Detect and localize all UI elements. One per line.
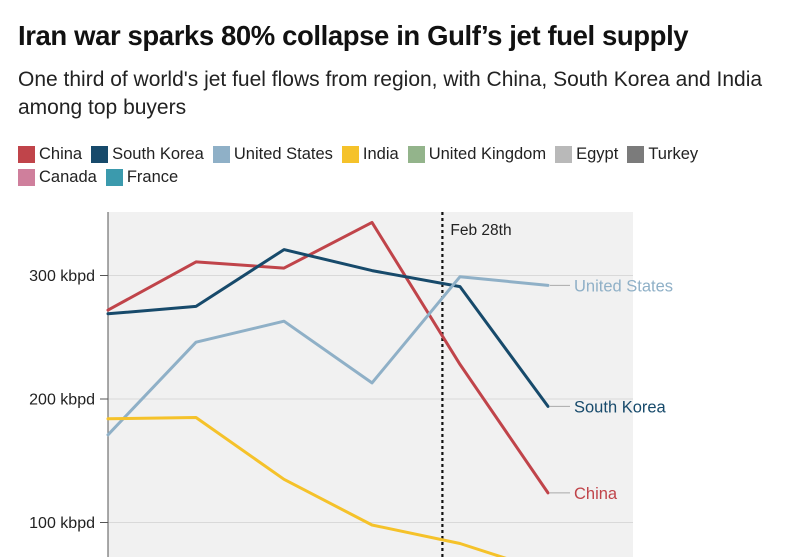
data-point (283, 320, 286, 323)
data-point (195, 260, 198, 263)
data-point (195, 341, 198, 344)
data-point (459, 275, 462, 278)
legend-item-india: India (341, 144, 399, 164)
legend-swatch (407, 145, 425, 163)
data-point (107, 433, 110, 436)
data-point (459, 363, 462, 366)
legend-item-china: China (18, 144, 82, 164)
legend-item-canada: Canada (18, 167, 97, 187)
data-point (107, 309, 110, 312)
legend-swatch (555, 145, 573, 163)
legend-label: India (362, 145, 399, 163)
data-point (371, 524, 374, 527)
chart-subtitle: One third of world's jet fuel flows from… (18, 68, 763, 119)
plot-area (108, 212, 633, 557)
legend-swatch (18, 145, 35, 163)
legend-label: France (126, 168, 179, 186)
series-line-south-korea (106, 248, 550, 408)
legend-swatch (105, 168, 123, 186)
series-line-united-states (106, 275, 550, 437)
legend-swatch (212, 145, 230, 163)
data-point (195, 416, 198, 419)
legend-label: China (39, 145, 83, 163)
series-end-label: United States (574, 277, 673, 295)
legend-label: Egypt (576, 145, 619, 163)
data-point (371, 221, 374, 224)
data-point (547, 405, 550, 408)
legend-swatch (91, 145, 109, 163)
series-end-label: China (574, 485, 618, 503)
series-line-india (106, 416, 507, 557)
data-point (547, 491, 550, 494)
legend: China South Korea United States India United… (18, 144, 788, 187)
y-tick-label: 100 kbpd (29, 515, 95, 532)
data-point (195, 305, 198, 308)
data-point (283, 248, 286, 251)
series-end-label: South Korea (574, 398, 667, 416)
data-point (459, 542, 462, 545)
legend-item-france: France (105, 167, 179, 187)
data-point (547, 284, 550, 287)
chart-title: Iran war sparks 80% collapse in Gulf’s j… (18, 20, 689, 51)
data-point (283, 267, 286, 270)
y-tick-label: 300 kbpd (29, 268, 95, 285)
legend-item-turkey: Turkey (627, 144, 698, 164)
data-point (283, 478, 286, 481)
data-point (459, 285, 462, 288)
legend-item-united-states: United States (212, 144, 333, 164)
legend-swatch (18, 168, 35, 186)
series-line-china (106, 220, 550, 495)
data-point (107, 312, 110, 315)
data-point (371, 381, 374, 384)
legend-item-south-korea: South Korea (91, 144, 204, 164)
legend-label: South Korea (112, 145, 204, 163)
data-point (371, 269, 374, 272)
y-tick-label: 200 kbpd (29, 392, 95, 409)
legend-label: United Kingdom (428, 145, 547, 163)
legend-swatch (627, 145, 645, 163)
legend-label: Canada (39, 168, 97, 186)
annotation-label: Feb 28th (450, 222, 511, 239)
legend-swatch (341, 145, 359, 163)
legend-item-egypt: Egypt (555, 144, 618, 164)
data-point (107, 417, 110, 420)
legend-item-united-kingdom: United Kingdom (407, 144, 547, 164)
legend-label: United States (233, 145, 333, 163)
legend-label: Turkey (648, 145, 699, 163)
